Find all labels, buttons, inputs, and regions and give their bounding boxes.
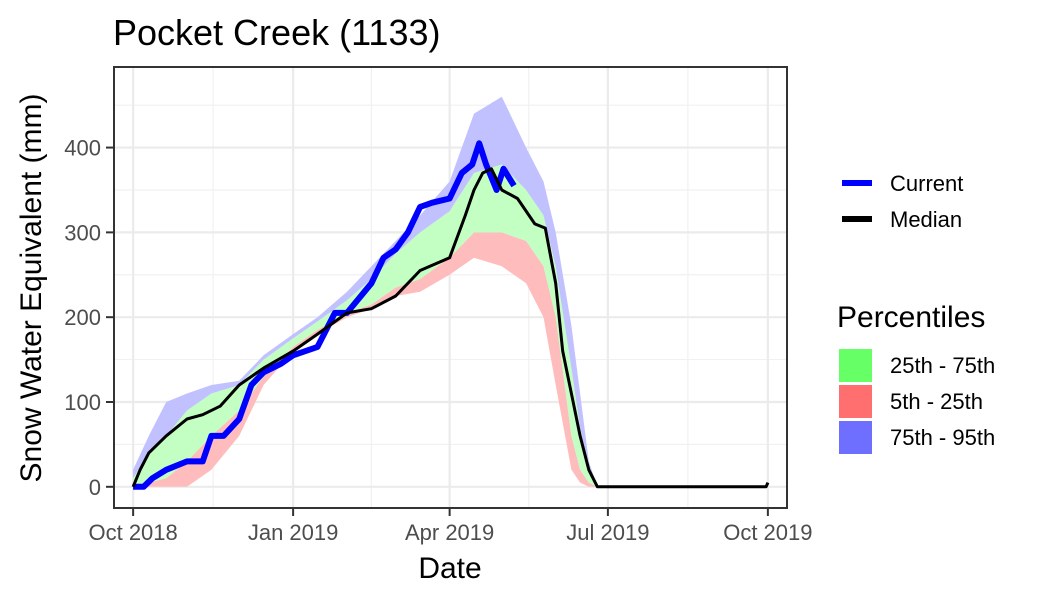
legend-label: Current — [890, 171, 963, 196]
plot-panel — [113, 66, 788, 509]
x-axis-title: Date — [418, 552, 481, 585]
legend-label: 75th - 95th — [890, 425, 995, 450]
legend-key-band — [839, 421, 872, 454]
series-lines — [131, 140, 770, 490]
y-tick-label: 0 — [89, 475, 101, 500]
x-axis: Oct 2018 Jan 2019 Apr 2019 Jul 2019 Oct 2019 — [88, 508, 813, 545]
legend-label: 25th - 75th — [890, 353, 995, 378]
x-tick-label: Apr 2019 — [405, 520, 494, 545]
y-tick-label: 200 — [64, 305, 101, 330]
y-axis-title: Snow Water Equivalent (mm) — [15, 93, 48, 482]
y-tick-label: 100 — [64, 390, 101, 415]
series-median-line — [131, 167, 770, 489]
legend-key-band — [839, 349, 872, 382]
band-25th-75th — [133, 164, 767, 487]
x-tick-label: Oct 2018 — [88, 520, 177, 545]
legend-title: Percentiles — [837, 301, 985, 334]
y-tick-label: 300 — [64, 220, 101, 245]
x-tick-label: Oct 2019 — [723, 520, 812, 545]
x-tick-label: Jan 2019 — [248, 520, 339, 545]
legend-label: 5th - 25th — [890, 389, 983, 414]
legend: Current Median Percentiles 25th - 75th 5th -… — [837, 171, 995, 454]
y-axis: 0 100 200 300 400 — [64, 136, 114, 500]
series-current-line — [133, 140, 517, 490]
y-tick-label: 400 — [64, 136, 101, 161]
x-tick-label: Jul 2019 — [566, 520, 649, 545]
chart-title: Pocket Creek (1133) — [113, 12, 440, 53]
legend-key-band — [839, 385, 872, 418]
legend-label: Median — [890, 207, 962, 232]
